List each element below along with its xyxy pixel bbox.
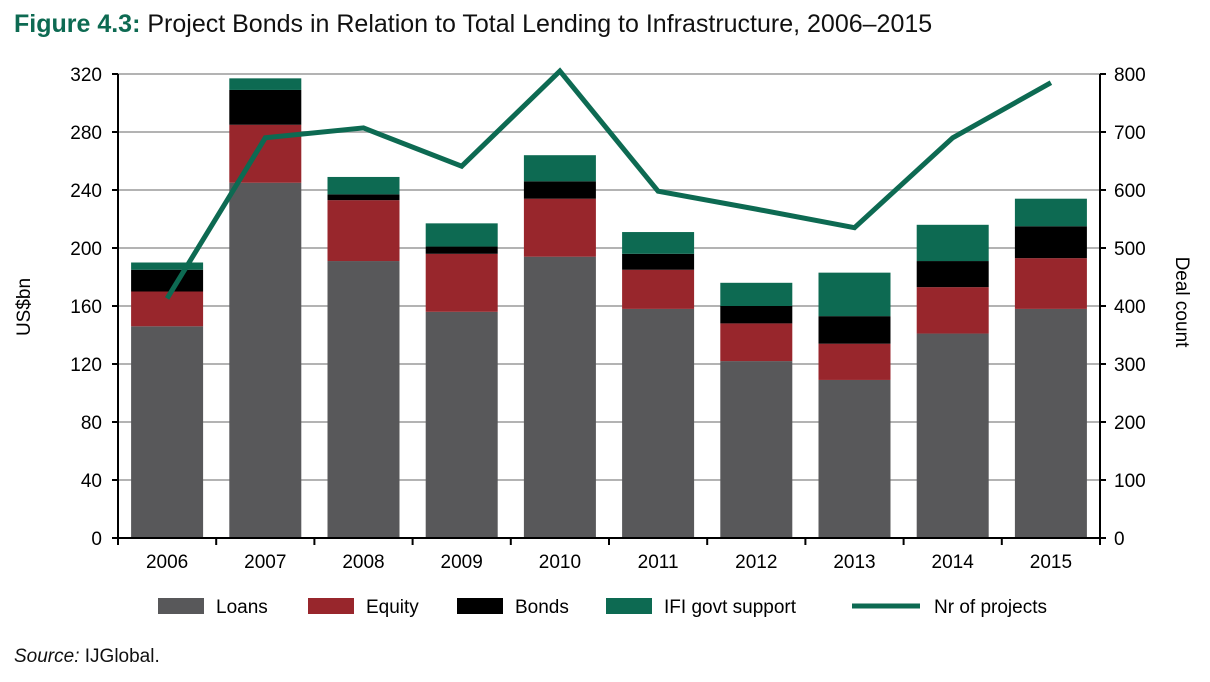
x-tick-label: 2008 <box>342 552 384 573</box>
y-axis-right-label: Deal count <box>1171 257 1192 349</box>
y-tick-label: 40 <box>81 471 102 492</box>
bar-equity-2009 <box>425 253 498 312</box>
bar-equity-2014 <box>916 287 989 334</box>
bar-ifi-2015 <box>1014 198 1087 227</box>
bar-bonds-2009 <box>425 246 498 254</box>
x-tick-label: 2009 <box>441 552 483 573</box>
line-series <box>164 67 1053 300</box>
y-right-tick-label: 600 <box>1114 181 1146 202</box>
bars <box>131 78 1087 538</box>
bar-bonds-2013 <box>818 316 891 344</box>
legend: Loans Equity Bonds IFI govt support Nr of pr… <box>158 597 1047 618</box>
x-tick-label: 2015 <box>1030 552 1072 573</box>
bar-bonds-2007 <box>229 89 302 125</box>
bar-loans-2009 <box>425 311 498 538</box>
chart-title: Figure 4.3: Project Bonds in Relation to… <box>14 10 932 39</box>
source-note: Source: IJGlobal. <box>14 646 160 668</box>
bar-bonds-2006 <box>131 269 204 292</box>
tick-labels: 0 40 80 120 160 200 240 280 320 0 100 200 300 400 500 6… <box>70 65 1145 573</box>
y-right-tick-label: 700 <box>1114 123 1146 144</box>
bar-bonds-2014 <box>916 261 989 288</box>
bar-bonds-2008 <box>327 194 400 201</box>
bar-loans-2013 <box>818 379 891 538</box>
source-text: IJGlobal. <box>84 646 160 667</box>
bar-ifi-2014 <box>916 224 989 262</box>
bar-equity-2012 <box>720 323 793 362</box>
x-tick-label: 2014 <box>932 552 975 573</box>
bar-bonds-2012 <box>720 306 793 324</box>
y-tick-label: 120 <box>70 355 102 376</box>
legend-swatch-bonds <box>457 598 503 614</box>
bar-loans-2006 <box>131 326 204 538</box>
bar-equity-2013 <box>818 343 891 380</box>
y-tick-label: 160 <box>70 297 102 318</box>
source-label: Source: <box>14 646 80 667</box>
x-tick-label: 2011 <box>638 552 679 573</box>
y-right-tick-label: 500 <box>1114 239 1146 260</box>
y-right-tick-label: 400 <box>1114 297 1146 318</box>
legend-label-line: Nr of projects <box>934 597 1047 618</box>
bar-equity-2008 <box>327 200 400 262</box>
x-tick-label: 2012 <box>735 552 777 573</box>
legend-swatch-equity <box>308 598 354 614</box>
y-axis-label: US$bn <box>14 278 35 336</box>
legend-label-bonds: Bonds <box>515 597 569 618</box>
bar-ifi-2011 <box>622 232 695 254</box>
legend-label-loans: Loans <box>216 597 268 618</box>
legend-label-ifi: IFI govt support <box>664 597 797 618</box>
axes <box>112 73 1106 545</box>
bar-ifi-2008 <box>327 176 400 195</box>
bar-loans-2007 <box>229 182 302 538</box>
y-right-tick-label: 200 <box>1114 413 1146 434</box>
x-tick-label: 2010 <box>539 552 581 573</box>
line-nr-of-projects <box>164 67 1053 300</box>
bar-ifi-2006 <box>131 262 204 270</box>
bar-equity-2015 <box>1014 258 1087 309</box>
figure-number: Figure 4.3: <box>14 10 141 38</box>
y-right-tick-label: 800 <box>1114 65 1146 86</box>
y-tick-label: 320 <box>70 65 102 86</box>
y-tick-label: 200 <box>70 239 102 260</box>
y-right-tick-label: 0 <box>1114 529 1125 550</box>
x-tick-label: 2007 <box>244 552 286 573</box>
x-tick-label: 2013 <box>833 552 875 573</box>
bar-ifi-2010 <box>523 155 596 182</box>
bar-loans-2010 <box>523 256 596 538</box>
y-tick-label: 80 <box>81 413 102 434</box>
legend-swatch-loans <box>158 598 204 614</box>
title-text: Project Bonds in Relation to Total Lendi… <box>147 10 933 38</box>
bar-loans-2011 <box>622 308 695 538</box>
y-tick-label: 240 <box>70 181 102 202</box>
bar-loans-2008 <box>327 261 400 538</box>
legend-label-equity: Equity <box>366 597 419 618</box>
x-tick-label: 2006 <box>146 552 188 573</box>
y-right-tick-label: 300 <box>1114 355 1146 376</box>
bar-ifi-2009 <box>425 223 498 247</box>
bar-equity-2011 <box>622 269 695 309</box>
bar-bonds-2011 <box>622 253 695 270</box>
legend-swatch-ifi <box>606 598 652 614</box>
y-tick-label: 280 <box>70 123 102 144</box>
chart: 0 40 80 120 160 200 240 280 320 0 100 200 300 400 500 6… <box>14 65 1192 618</box>
bar-equity-2010 <box>523 198 596 257</box>
bar-ifi-2007 <box>229 78 302 90</box>
y-right-tick-label: 100 <box>1114 471 1146 492</box>
bar-ifi-2013 <box>818 272 891 317</box>
bar-ifi-2012 <box>720 282 793 306</box>
bar-loans-2014 <box>916 333 989 538</box>
bar-loans-2015 <box>1014 308 1087 538</box>
y-tick-label: 0 <box>91 529 102 550</box>
bar-bonds-2015 <box>1014 226 1087 259</box>
bar-loans-2012 <box>720 361 793 538</box>
bar-bonds-2010 <box>523 181 596 199</box>
